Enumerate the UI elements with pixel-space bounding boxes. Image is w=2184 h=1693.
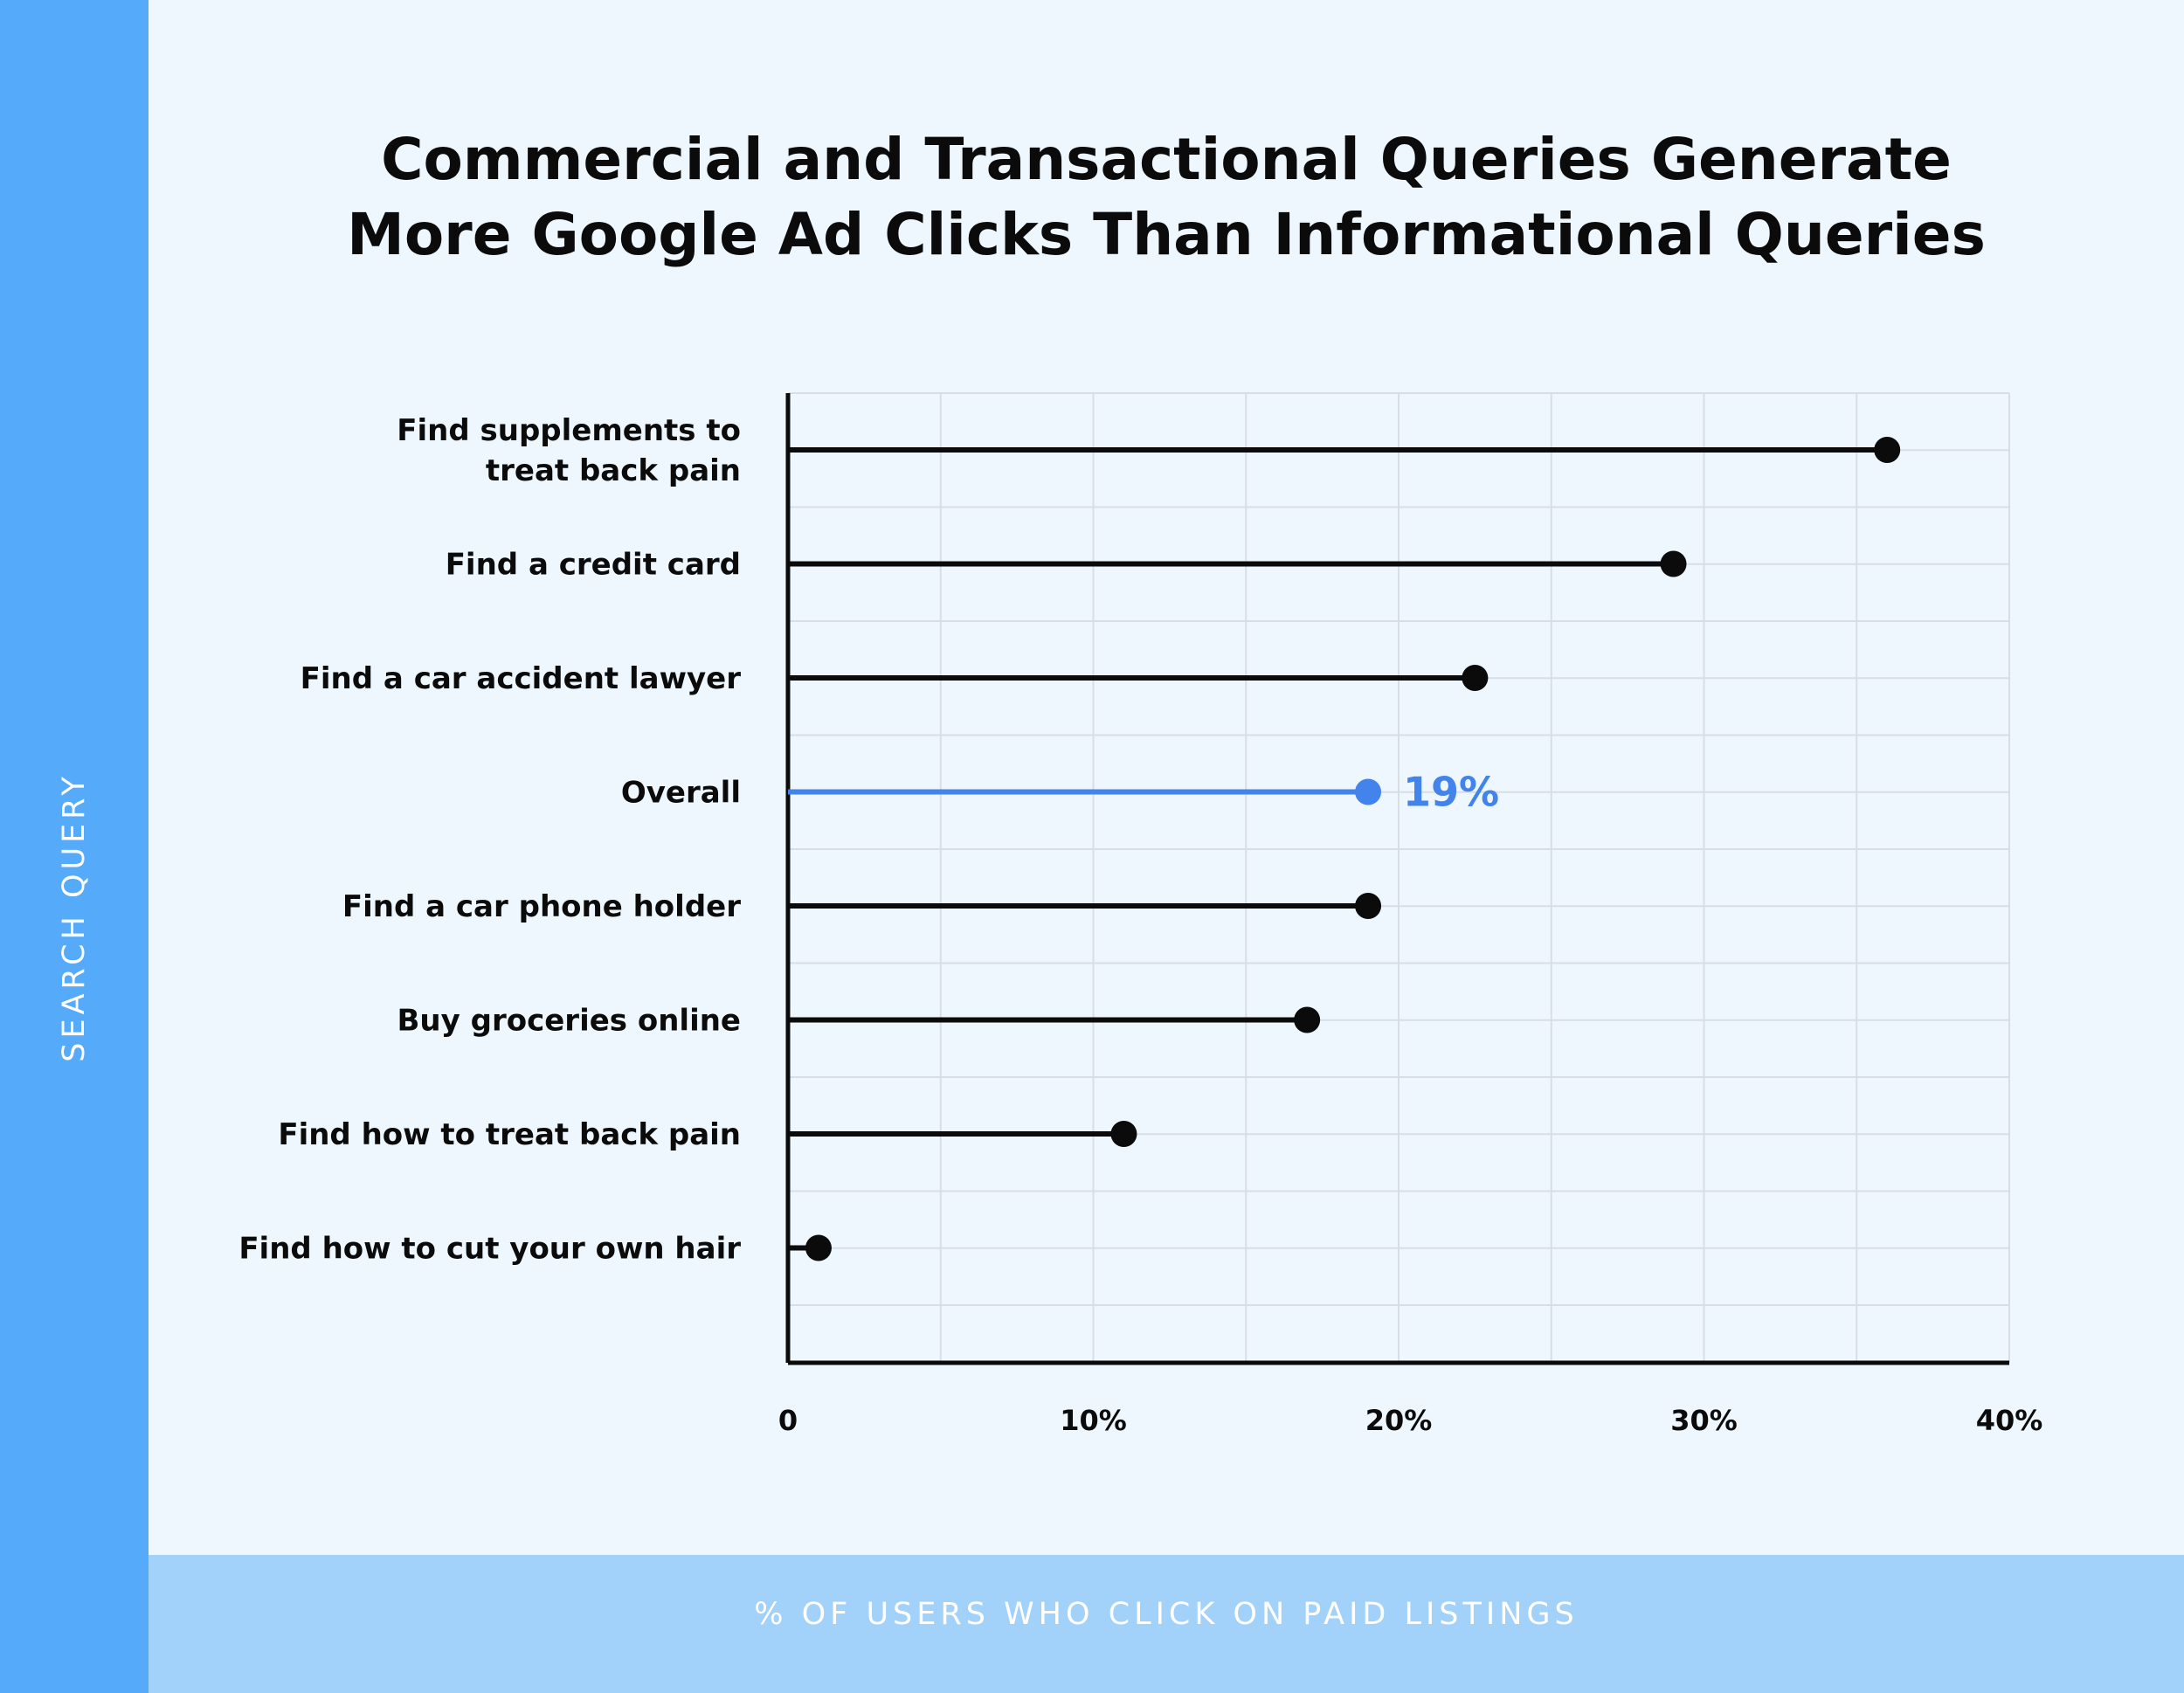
data-label-overall: 19% [1403,769,1499,816]
category-label: Find supplements to treat back pain [397,413,741,488]
x-tick-label: 40% [1976,1404,2043,1437]
category-label: Overall [621,776,741,811]
chart-title-line-1: Commercial and Transactional Queries Gen… [381,126,1952,193]
category-label: Find a car phone holder [342,889,741,924]
category-label: Find a credit card [446,548,741,583]
category-label: Buy groceries online [397,1004,742,1039]
category-label: Find a car accident lawyer [301,661,742,696]
x-tick-label: 10% [1060,1404,1127,1437]
lollipop-point [1660,550,1687,577]
x-axis-title: % OF USERS WHO CLICK ON PAID LISTINGS [754,1597,1579,1632]
chart-title: Commercial and Transactional Queries Gen… [149,122,2184,273]
category-label: Find how to treat back pain [278,1117,741,1152]
x-tick-label: 30% [1670,1404,1738,1437]
y-axis-band: SEARCH QUERY [0,0,149,1693]
x-tick-label: 0 [778,1404,798,1437]
category-label: Find how to cut your own hair [238,1232,741,1267]
lollipop-point [1874,437,1901,463]
lollipop-point [1355,893,1382,919]
lollipop-point [1294,1006,1321,1033]
lollipop-chart: 0 10% 20% 30% 40% Find supplements to treat ba… [238,392,2043,1437]
lollipop-point [805,1234,832,1261]
lollipop-point-overall [1355,778,1382,805]
chart-title-line-2: More Google Ad Clicks Than Informational… [347,201,1986,268]
lollipop-point [1110,1121,1137,1147]
x-tick-label: 20% [1365,1404,1433,1437]
x-axis-band: % OF USERS WHO CLICK ON PAID LISTINGS [149,1555,2184,1693]
lollipop-point [1462,665,1489,691]
